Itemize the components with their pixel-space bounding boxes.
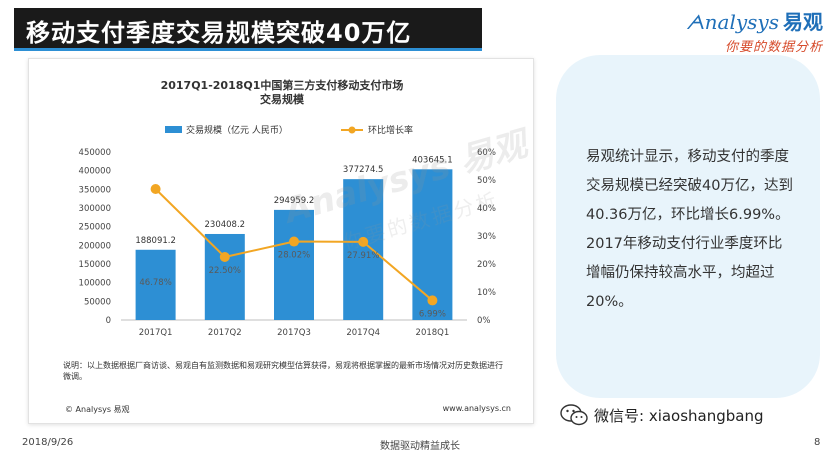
growth-value-label: 6.99%: [419, 309, 446, 319]
y-right-tick-label: 30%: [477, 232, 496, 242]
bar: [412, 169, 453, 320]
y-left-tick-label: 150000: [79, 260, 111, 270]
growth-point: [219, 252, 230, 262]
y-right-tick-label: 10%: [477, 288, 496, 298]
y-left-tick-label: 50000: [84, 297, 111, 307]
growth-value-label: 22.50%: [209, 266, 241, 276]
growth-value-label: 46.78%: [139, 278, 171, 288]
chart-svg: 2017Q1-2018Q1中国第三方支付移动支付市场 交易规模 交易规模（亿元 …: [79, 78, 496, 338]
bar-value-label: 403645.1: [412, 155, 453, 165]
growth-point: [427, 295, 438, 306]
footer-date: 2018/9/26: [22, 437, 74, 448]
title-underline: [14, 48, 482, 51]
bar: [204, 233, 245, 320]
growth-point: [358, 236, 369, 247]
y-right-tick-label: 60%: [477, 148, 496, 158]
growth-point: [289, 236, 299, 247]
y-right-tick-label: 0%: [477, 316, 491, 326]
footer-slogan: 数据驱动精益成长: [380, 441, 460, 452]
logo-a-icon: ᗅ: [685, 10, 705, 34]
chart-note: 说明：以上数据根据厂商访谈、易观自有监测数据和易观研究模型估算获得，易观将根据掌…: [63, 361, 503, 381]
bar-value-label: 188091.2: [135, 236, 176, 246]
growth-value-label: 28.02%: [278, 251, 310, 261]
legend-bar-swatch: [165, 126, 182, 133]
x-tick-label: 2017Q3: [277, 328, 311, 338]
bar-value-label: 377274.5: [343, 165, 384, 175]
legend: 交易规模（亿元 人民币） 环比增长率: [165, 124, 413, 136]
chart-subtitle: 交易规模: [260, 92, 305, 106]
page-title: 移动支付季度交易规模突破40万亿: [26, 19, 412, 47]
logo-slogan: 你要的数据分析: [724, 40, 823, 55]
y-left-tick-label: 450000: [79, 148, 111, 158]
logo-brand: nalysys: [704, 10, 779, 34]
chart-card: 2017Q1-2018Q1中国第三方支付移动支付市场 交易规模 交易规模（亿元 …: [28, 58, 534, 424]
y-left-tick-label: 200000: [79, 241, 111, 251]
bar: [343, 179, 384, 320]
growth-value-label: 27.91%: [347, 251, 379, 261]
wechat-text: 微信号: xiaoshangbang: [594, 406, 764, 425]
legend-line-label: 环比增长率: [368, 124, 413, 136]
summary-panel: 易观统计显示，移动支付的季度交易规模已经突破40万亿，达到40.36万亿，环比增…: [556, 55, 820, 398]
y-left-tick-label: 350000: [79, 185, 111, 195]
x-tick-label: 2017Q4: [346, 328, 380, 338]
chart-url: www.analysys.cn: [442, 404, 511, 413]
y-left-tick-label: 250000: [79, 223, 111, 233]
summary-text: 易观统计显示，移动支付的季度交易规模已经突破40万亿，达到40.36万亿，环比增…: [586, 149, 793, 310]
logo-cn: 易观: [783, 10, 823, 34]
bar: [135, 249, 176, 320]
chart-source: © Analysys 易观: [65, 405, 130, 414]
y-left-tick-label: 100000: [79, 279, 111, 289]
wechat-id: 微信号: xiaoshangbang: [560, 404, 764, 426]
y-right-tick-label: 50%: [477, 176, 496, 186]
y-right-tick-label: 20%: [477, 260, 496, 270]
y-left-tick-label: 0: [106, 316, 111, 326]
title-bar: [14, 8, 482, 48]
wechat-icon: [560, 404, 588, 426]
x-tick-label: 2018Q1: [416, 328, 450, 338]
legend-bar-label: 交易规模（亿元 人民币）: [186, 124, 288, 136]
y-left-tick-label: 300000: [79, 204, 111, 214]
legend-line-marker: [348, 126, 356, 134]
y-right-tick-label: 40%: [477, 204, 496, 214]
page-number: 8: [814, 437, 821, 448]
bar: [274, 209, 314, 320]
bar-value-label: 230408.2: [205, 220, 246, 230]
bar-value-label: 294959.2: [274, 196, 315, 206]
x-tick-label: 2017Q2: [208, 328, 242, 338]
analysys-logo: ᗅnalysys 易观 你要的数据分析: [686, 6, 823, 55]
x-tick-label: 2017Q1: [139, 328, 173, 338]
chart-title: 2017Q1-2018Q1中国第三方支付移动支付市场: [161, 78, 404, 92]
growth-point: [150, 184, 161, 195]
y-left-tick-label: 400000: [79, 167, 111, 177]
